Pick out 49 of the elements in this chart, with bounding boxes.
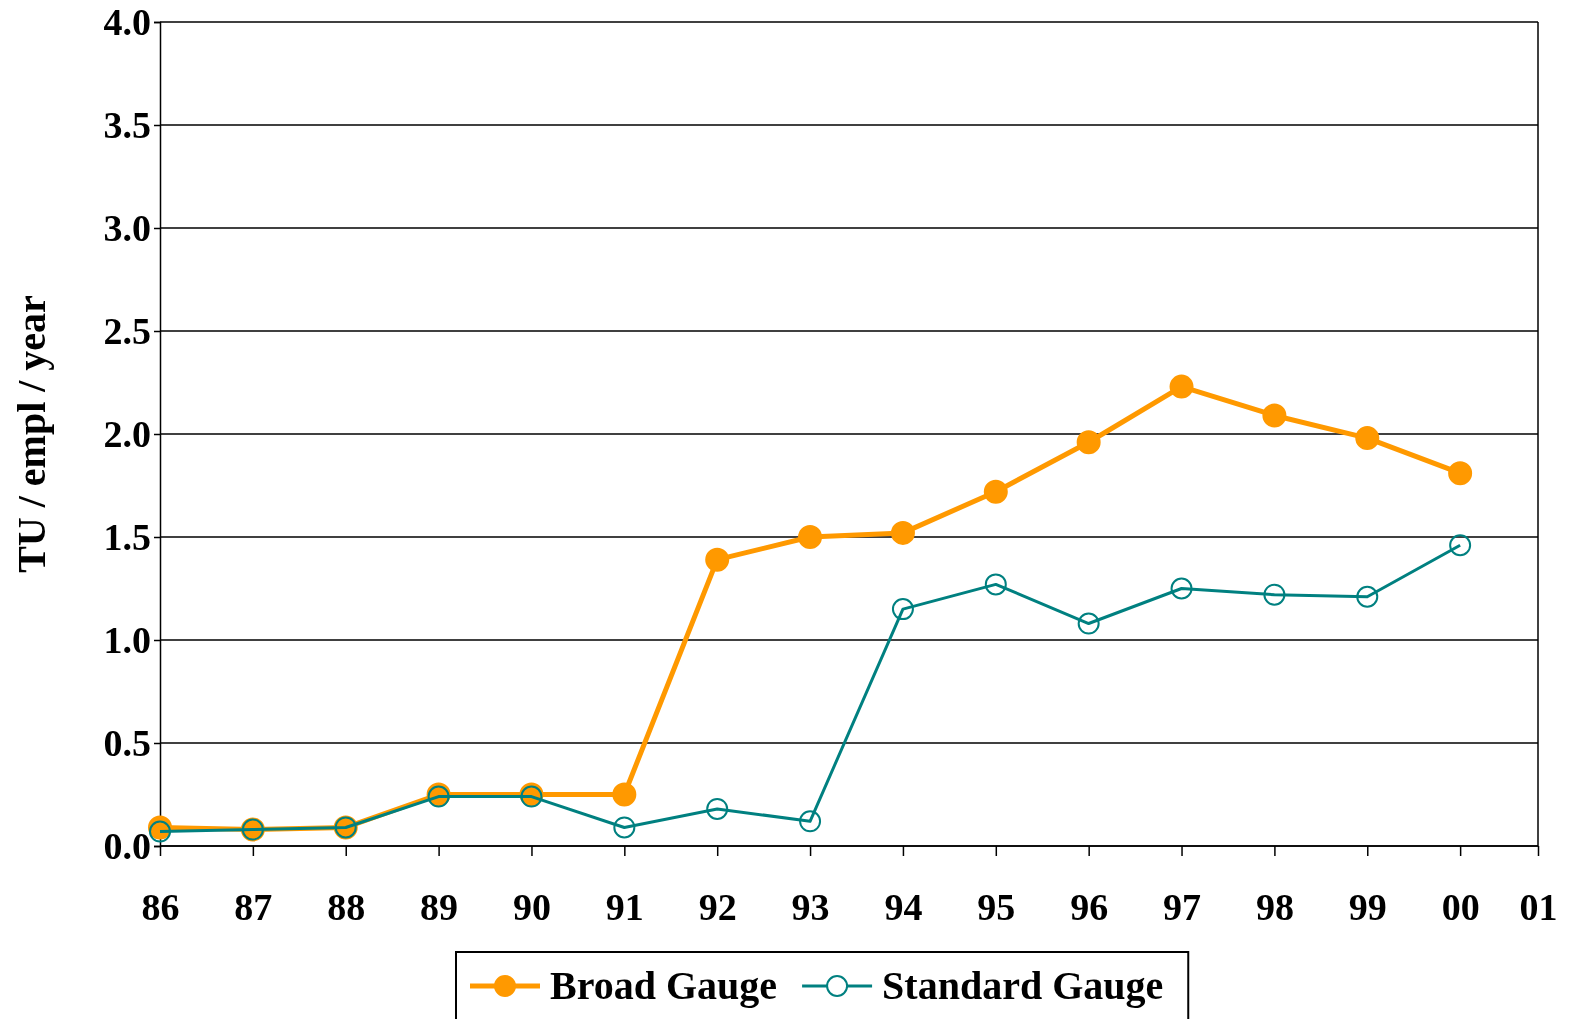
- x-tick-label: 97: [1163, 885, 1202, 928]
- y-tick-label: 2.5: [103, 309, 151, 352]
- x-tick-label: 98: [1255, 885, 1294, 928]
- x-tick-label: 89: [420, 885, 459, 928]
- y-axis-title: TU / empl / year: [9, 295, 54, 573]
- point: [706, 797, 729, 820]
- point: [890, 520, 915, 545]
- point: [891, 598, 914, 621]
- x-tick-label: 87: [234, 885, 273, 928]
- y-tick-label: 1.0: [103, 618, 151, 661]
- point: [149, 820, 171, 843]
- x-tick-label: 86: [141, 885, 180, 928]
- point: [983, 479, 1008, 504]
- y-tick-label: 0.5: [103, 721, 151, 764]
- point: [1263, 583, 1286, 606]
- x-tick-label: 93: [791, 885, 830, 928]
- y-tick-label: 0.0: [103, 824, 151, 867]
- x-tick-label: 90: [512, 885, 551, 928]
- point: [1448, 461, 1473, 486]
- point: [1169, 374, 1194, 399]
- point: [798, 525, 823, 549]
- point: [1076, 430, 1101, 455]
- point: [1356, 585, 1379, 608]
- point: [613, 816, 636, 839]
- x-tick-label: 00: [1441, 885, 1480, 928]
- point: [799, 810, 822, 833]
- point: [1077, 612, 1100, 635]
- y-tick-label: 3.5: [103, 103, 151, 146]
- point: [1355, 426, 1380, 451]
- y-tick-label: 4.0: [103, 0, 151, 43]
- x-tick-label: 01: [1519, 885, 1558, 928]
- point: [612, 782, 637, 807]
- y-tick-label: 1.5: [103, 515, 151, 558]
- x-tick-label: 96: [1070, 885, 1109, 928]
- point: [1170, 577, 1193, 600]
- legend-label: Broad Gauge: [550, 963, 778, 1008]
- legend-label: Standard Gauge: [882, 963, 1164, 1008]
- point: [1449, 534, 1472, 557]
- point: [984, 573, 1007, 596]
- point: [705, 547, 730, 572]
- point: [1262, 403, 1287, 428]
- x-tick-label: 95: [977, 885, 1016, 928]
- x-tick-label: 92: [698, 885, 737, 928]
- x-tick-label: 99: [1348, 885, 1387, 928]
- y-tick-label: 2.0: [103, 412, 151, 455]
- x-tick-label: 91: [605, 885, 644, 928]
- x-tick-label: 88: [327, 885, 366, 928]
- x-tick-label: 94: [884, 885, 923, 928]
- y-tick-label: 3.0: [103, 206, 151, 249]
